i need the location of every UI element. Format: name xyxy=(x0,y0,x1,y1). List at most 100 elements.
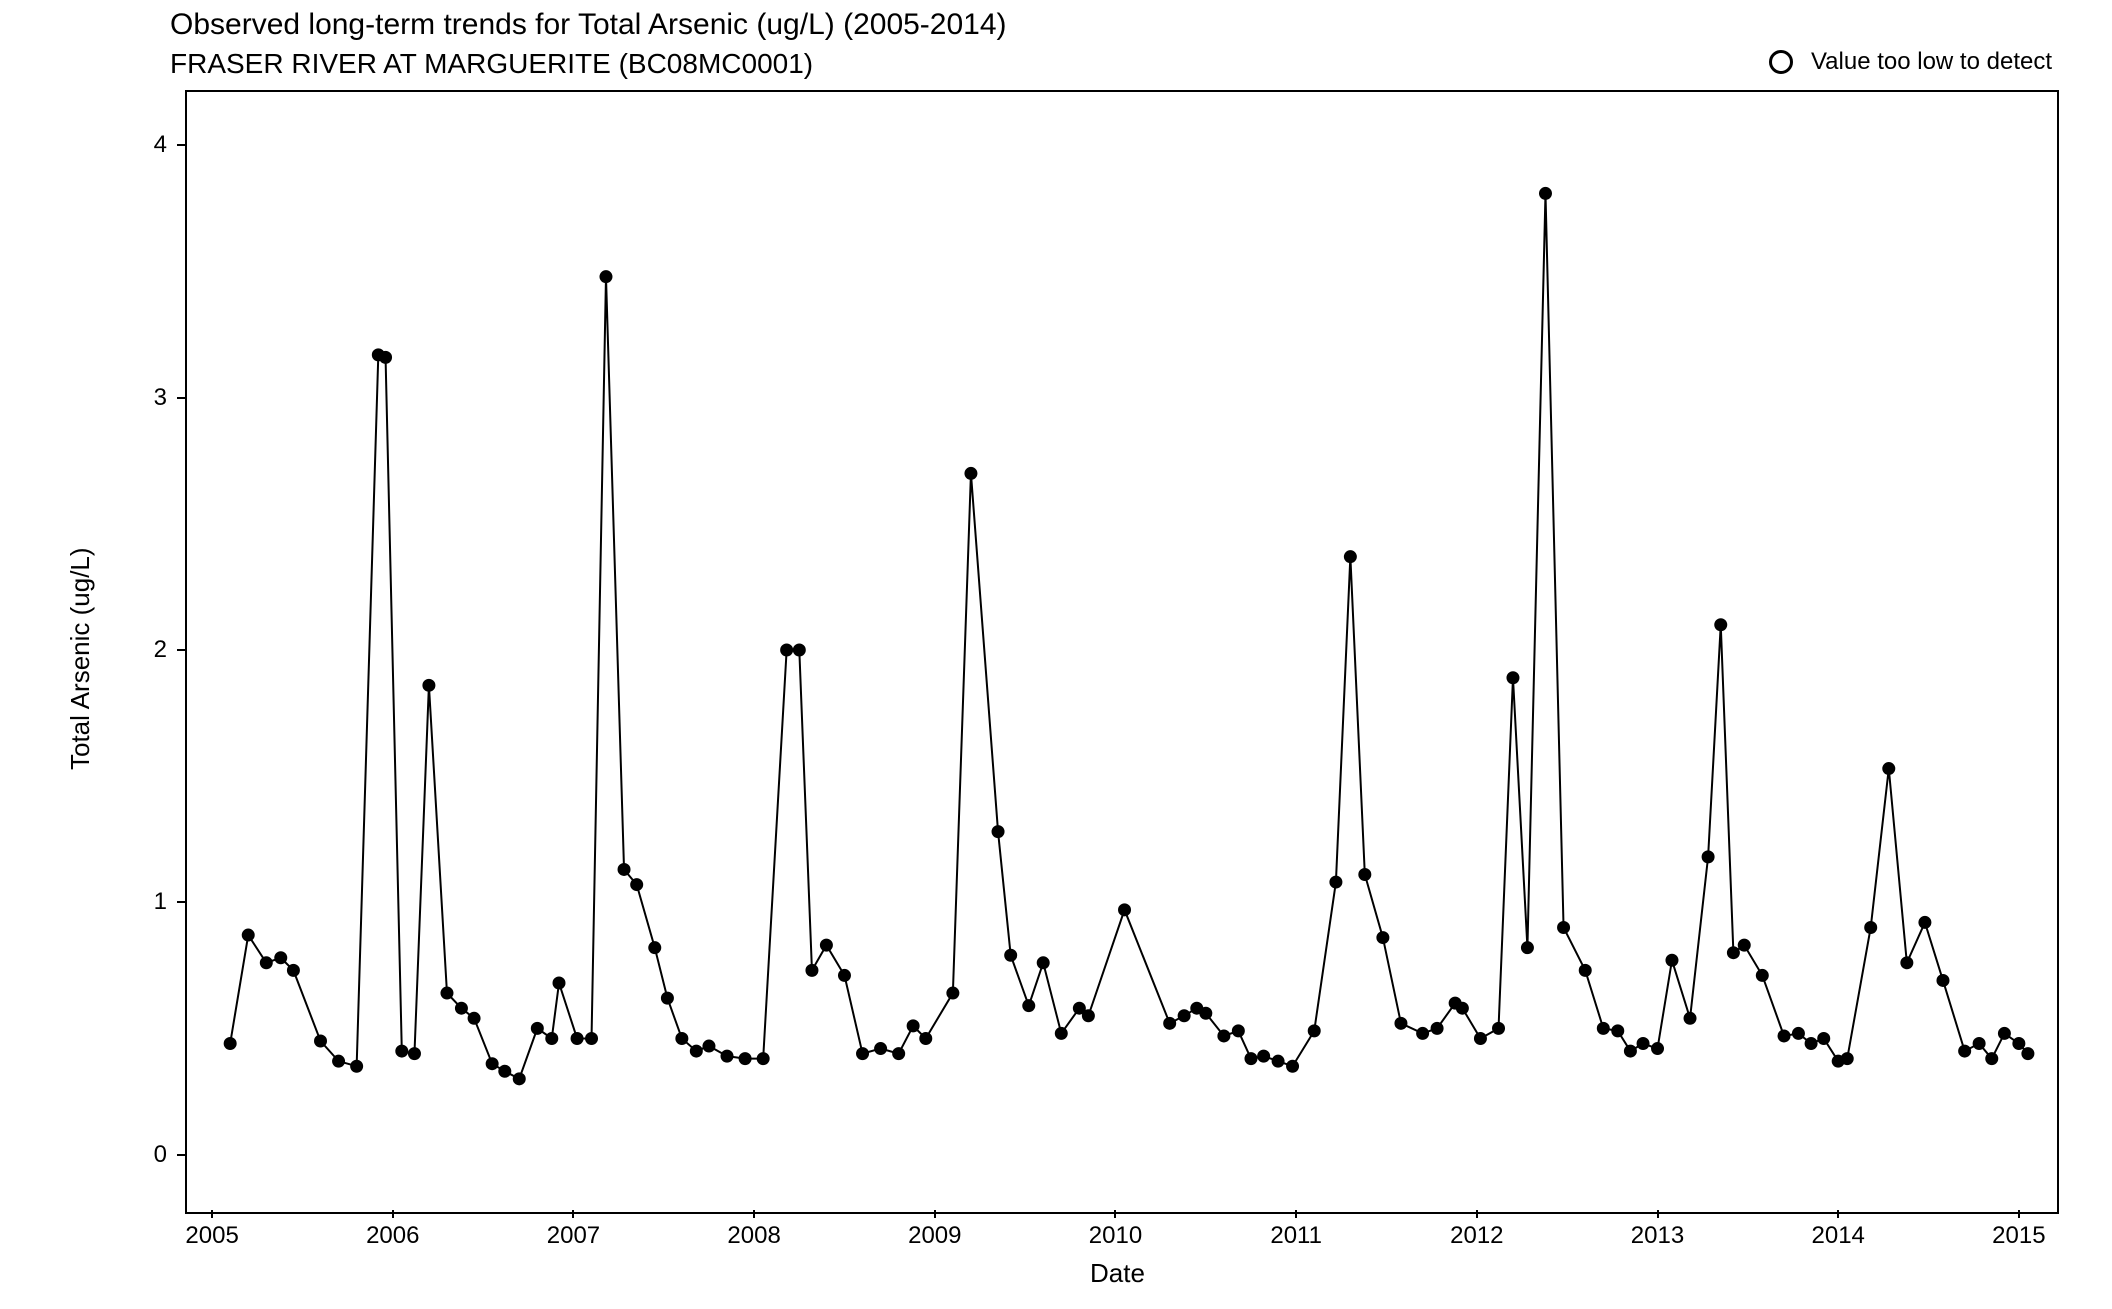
data-point xyxy=(2022,1048,2034,1060)
data-point xyxy=(1164,1017,1176,1029)
x-tick-label: 2014 xyxy=(1811,1222,1864,1250)
data-point xyxy=(260,957,272,969)
data-point xyxy=(1218,1030,1230,1042)
data-point xyxy=(1558,921,1570,933)
data-point xyxy=(1738,939,1750,951)
data-point xyxy=(893,1048,905,1060)
data-point xyxy=(1507,672,1519,684)
data-point xyxy=(486,1058,498,1070)
x-tick-label: 2007 xyxy=(547,1222,600,1250)
data-point xyxy=(499,1065,511,1077)
data-point xyxy=(875,1043,887,1055)
y-tick-label: 0 xyxy=(107,1141,167,1169)
data-point xyxy=(1082,1010,1094,1022)
data-point xyxy=(1456,1002,1468,1014)
data-point xyxy=(947,987,959,999)
data-point xyxy=(396,1045,408,1057)
data-point xyxy=(965,467,977,479)
data-point xyxy=(586,1032,598,1044)
x-tick xyxy=(1837,1210,1839,1218)
data-point xyxy=(1652,1043,1664,1055)
data-point xyxy=(1377,932,1389,944)
data-point xyxy=(1272,1055,1284,1067)
data-point xyxy=(287,964,299,976)
data-point xyxy=(631,879,643,891)
x-tick-label: 2008 xyxy=(727,1222,780,1250)
data-point xyxy=(1973,1038,1985,1050)
data-point xyxy=(553,977,565,989)
data-point xyxy=(1005,949,1017,961)
data-point xyxy=(1727,947,1739,959)
data-point xyxy=(1624,1045,1636,1057)
data-point xyxy=(1417,1027,1429,1039)
x-tick-label: 2010 xyxy=(1089,1222,1142,1250)
x-tick-label: 2012 xyxy=(1450,1222,1503,1250)
y-tick xyxy=(177,1154,185,1156)
y-tick-label: 2 xyxy=(107,636,167,664)
data-point xyxy=(618,863,630,875)
data-point xyxy=(1023,1000,1035,1012)
data-point xyxy=(649,942,661,954)
x-tick xyxy=(572,1210,574,1218)
data-point xyxy=(820,939,832,951)
x-tick xyxy=(392,1210,394,1218)
data-point xyxy=(2013,1038,2025,1050)
data-point xyxy=(1287,1060,1299,1072)
y-tick xyxy=(177,144,185,146)
data-point xyxy=(721,1050,733,1062)
plot-svg xyxy=(185,90,2055,1210)
x-tick xyxy=(934,1210,936,1218)
x-axis-label: Date xyxy=(1090,1258,1145,1289)
x-tick-label: 2011 xyxy=(1270,1222,1322,1250)
x-tick xyxy=(211,1210,213,1218)
data-point xyxy=(1344,551,1356,563)
data-point xyxy=(1937,974,1949,986)
data-line xyxy=(230,193,2028,1078)
data-point xyxy=(907,1020,919,1032)
data-point xyxy=(1865,921,1877,933)
data-point xyxy=(546,1032,558,1044)
data-point xyxy=(1792,1027,1804,1039)
data-point xyxy=(408,1048,420,1060)
data-point xyxy=(1493,1022,1505,1034)
data-point xyxy=(1431,1022,1443,1034)
x-tick xyxy=(1114,1210,1116,1218)
y-tick xyxy=(177,397,185,399)
data-point xyxy=(1055,1027,1067,1039)
data-point xyxy=(1805,1038,1817,1050)
data-point xyxy=(1119,904,1131,916)
x-tick-label: 2015 xyxy=(1992,1222,2045,1250)
x-tick-label: 2005 xyxy=(185,1222,238,1250)
data-point xyxy=(920,1032,932,1044)
data-point xyxy=(531,1022,543,1034)
x-tick xyxy=(1657,1210,1659,1218)
data-point xyxy=(1778,1030,1790,1042)
data-point xyxy=(1232,1025,1244,1037)
data-point xyxy=(676,1032,688,1044)
data-point xyxy=(806,964,818,976)
data-point xyxy=(1178,1010,1190,1022)
x-tick-label: 2013 xyxy=(1631,1222,1684,1250)
legend-label: Value too low to detect xyxy=(1811,48,2052,76)
data-point xyxy=(224,1038,236,1050)
data-point xyxy=(242,929,254,941)
data-point xyxy=(703,1040,715,1052)
data-point xyxy=(1901,957,1913,969)
data-point xyxy=(992,826,1004,838)
data-point xyxy=(441,987,453,999)
data-point xyxy=(1666,954,1678,966)
x-tick-label: 2009 xyxy=(908,1222,961,1250)
data-point xyxy=(1474,1032,1486,1044)
y-tick-label: 1 xyxy=(107,888,167,916)
data-point xyxy=(661,992,673,1004)
data-point xyxy=(423,679,435,691)
data-point xyxy=(1959,1045,1971,1057)
data-point xyxy=(1702,851,1714,863)
data-point xyxy=(757,1053,769,1065)
y-tick-label: 3 xyxy=(107,384,167,412)
data-point xyxy=(690,1045,702,1057)
data-point xyxy=(1637,1038,1649,1050)
data-point xyxy=(1597,1022,1609,1034)
chart-subtitle: FRASER RIVER AT MARGUERITE (BC08MC0001) xyxy=(170,48,813,80)
data-point xyxy=(739,1053,751,1065)
